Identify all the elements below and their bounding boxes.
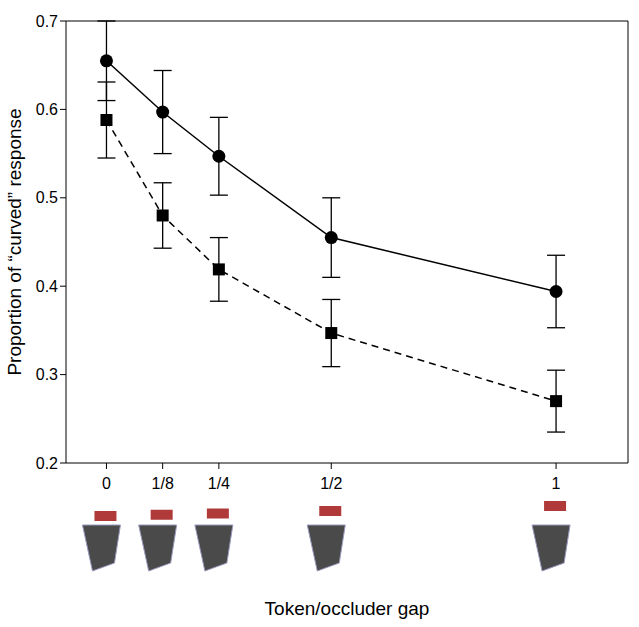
svg-text:0.4: 0.4	[36, 278, 58, 295]
svg-text:Proportion of “curved” respons: Proportion of “curved” response	[4, 108, 25, 375]
svg-text:0.3: 0.3	[36, 366, 58, 383]
svg-text:1/2: 1/2	[320, 475, 342, 492]
svg-text:0.5: 0.5	[36, 189, 58, 206]
svg-text:1/8: 1/8	[152, 475, 174, 492]
svg-text:0.7: 0.7	[36, 13, 58, 30]
svg-text:1: 1	[552, 475, 561, 492]
svg-text:0.2: 0.2	[36, 455, 58, 472]
svg-text:1/4: 1/4	[208, 475, 230, 492]
svg-text:0.6: 0.6	[36, 101, 58, 118]
svg-text:Token/occluder gap: Token/occluder gap	[265, 598, 430, 619]
svg-text:0: 0	[102, 475, 111, 492]
